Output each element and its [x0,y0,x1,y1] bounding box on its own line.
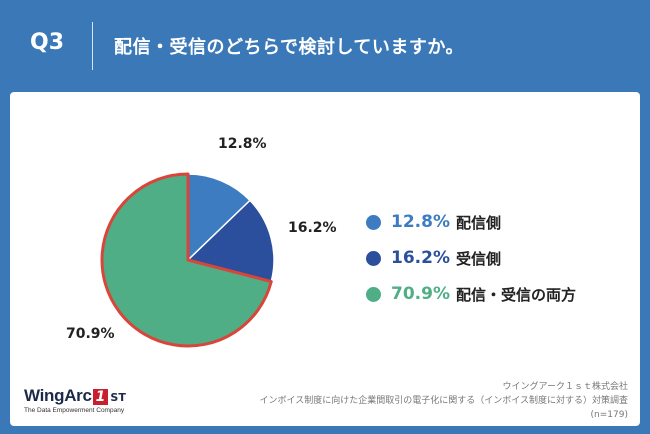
pie-slice-both [100,172,273,348]
slice-label-receiver: 16.2% [288,220,337,236]
chart-panel: 12.8% 16.2% 70.9% 12.8% 配信側 16.2% 受信側 70… [10,92,640,426]
legend-label: 配信側 [455,213,501,232]
legend-percent: 70.9% [391,284,450,304]
company-logo: WingArc 1 ST The Data Empowerment Company [24,386,126,414]
legend-marker [366,214,381,230]
footer-company: ウイングアーク１ｓｔ株式会社 [502,382,628,392]
header-divider [92,22,93,70]
logo-tagline: The Data Empowerment Company [24,407,125,414]
logo-badge: 1 [92,389,109,405]
pie-chart [100,172,275,348]
footer-sample-size: (n=179) [590,410,628,420]
legend-percent: 12.8% [391,212,450,232]
chart-legend: 12.8% 配信側 16.2% 受信側 70.9% 配信・受信の両方 [366,204,576,312]
header-bar: Q3 配信・受信のどちらで検討していますか。 [0,0,650,92]
slice-label-both: 70.9% [66,326,115,342]
pie-slice-receiver [186,199,275,283]
legend-marker [366,286,381,302]
legend-item-sender: 12.8% 配信側 [366,204,576,240]
logo-suffix: ST [110,391,126,404]
legend-item-both: 70.9% 配信・受信の両方 [366,276,576,312]
footer-survey: インボイス制度に向けた企業間取引の電子化に関する（インボイス制度に対する）対策調… [259,396,628,406]
legend-label: 配信・受信の両方 [455,285,576,304]
legend-percent: 16.2% [391,248,450,268]
legend-marker [366,250,381,266]
logo-wordmark: WingArc [24,386,92,405]
source-footer: ウイングアーク１ｓｔ株式会社 インボイス制度に向けた企業間取引の電子化に関する（… [260,380,628,422]
question-number: Q3 [30,30,65,55]
legend-item-receiver: 16.2% 受信側 [366,240,576,276]
slice-label-sender: 12.8% [218,136,267,152]
legend-label: 受信側 [455,249,501,268]
question-title: 配信・受信のどちらで検討していますか。 [114,37,465,58]
